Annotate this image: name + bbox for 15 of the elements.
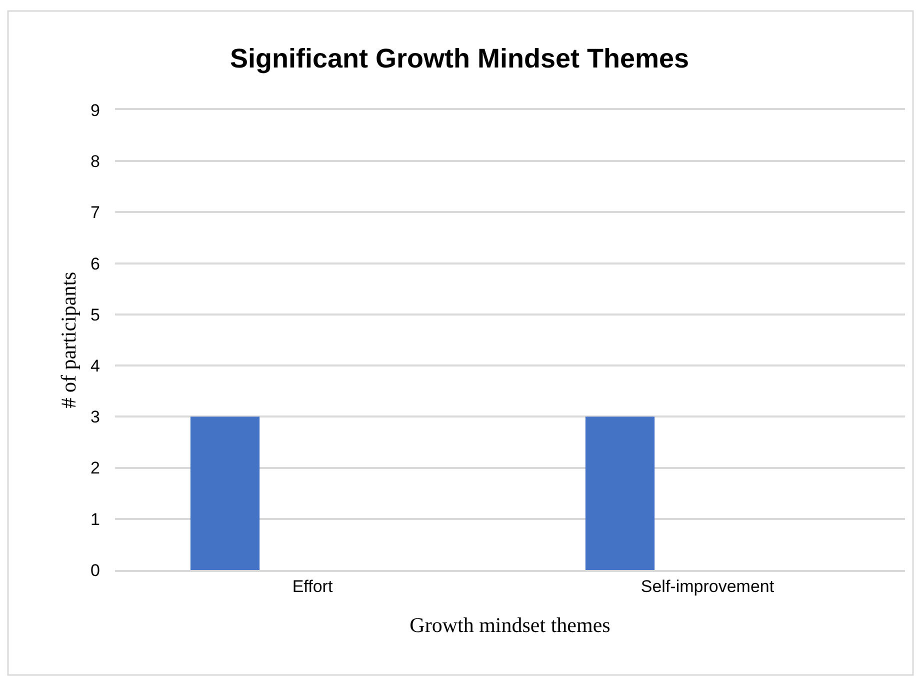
y-axis-title: # of participants — [56, 272, 81, 408]
y-tick-label: 3 — [90, 408, 100, 427]
y-tick-label: 8 — [90, 152, 100, 172]
y-tick-label: 1 — [90, 510, 100, 529]
chart-title: Significant Growth Mindset Themes — [230, 43, 690, 74]
y-tick-label: 4 — [90, 356, 100, 376]
y-tick-label: 2 — [90, 458, 100, 478]
y-tick-label: 0 — [90, 560, 100, 580]
y-tick-label: 7 — [90, 203, 100, 222]
x-axis-title: Growth mindset themes — [410, 612, 610, 637]
x-tick-label: Self-improvement — [640, 577, 774, 596]
x-tick-label: Effort — [292, 577, 333, 596]
y-tick-label: 5 — [90, 305, 100, 324]
y-tick-label: 6 — [90, 254, 100, 274]
y-tick-label: 9 — [90, 100, 100, 120]
